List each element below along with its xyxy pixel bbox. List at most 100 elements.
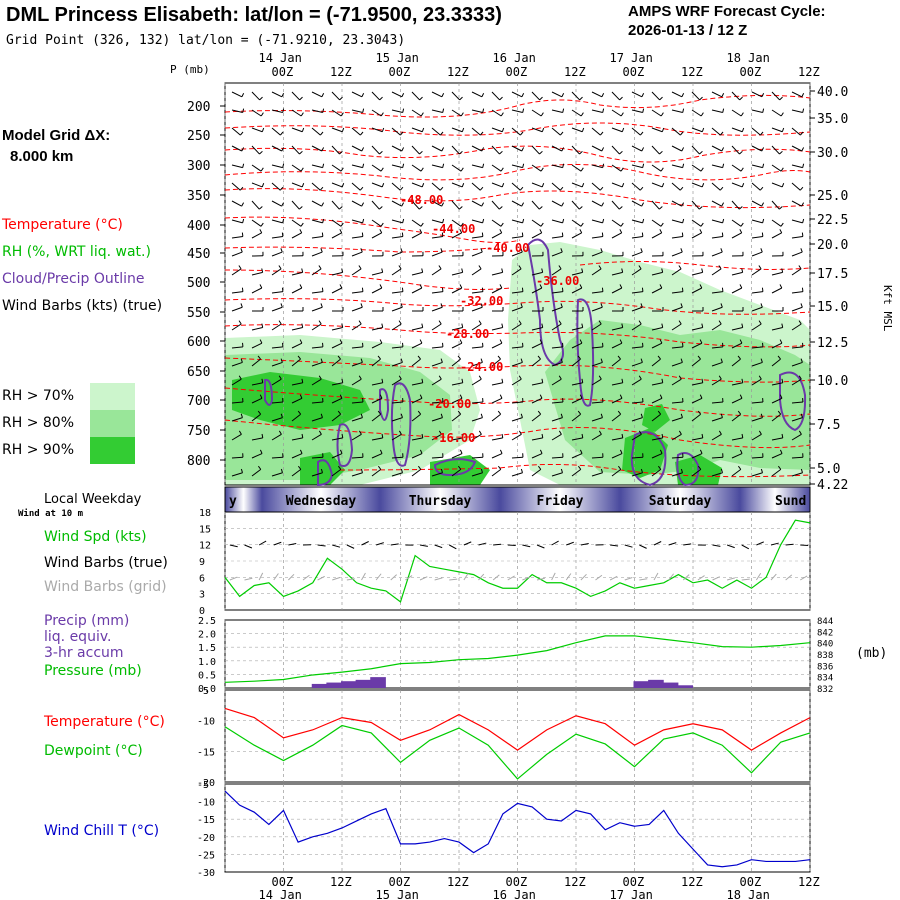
wind-barb-staff xyxy=(451,164,462,172)
wind-barb-staff xyxy=(311,268,322,276)
wind-barb-staff xyxy=(251,91,261,101)
wind-barb-staff xyxy=(571,200,580,210)
wind-barb-staff xyxy=(411,437,423,441)
wind-barb-staff xyxy=(611,327,623,331)
wind-barb-flag xyxy=(721,93,725,98)
wind-barb-flag xyxy=(539,449,543,454)
wind-barb xyxy=(651,164,664,172)
time-bottom-hour: 12Z xyxy=(330,875,352,889)
wind-barb-staff xyxy=(511,268,522,276)
wind-barb-staff xyxy=(451,182,463,188)
wind-barb xyxy=(311,287,324,294)
wind-barb xyxy=(371,251,384,257)
temp-tick-label: -10 xyxy=(197,717,215,728)
wind-barb-flag xyxy=(661,378,664,383)
wind-barb-flag xyxy=(438,430,442,435)
wind-barb-flag xyxy=(718,430,722,435)
kft-tick-label: 30.0 xyxy=(817,146,848,161)
wind-barb-staff xyxy=(291,109,302,117)
wind-barb-staff xyxy=(691,413,701,422)
wind-barb-staff xyxy=(531,109,542,117)
wind-barb-flag xyxy=(721,232,724,237)
wind-barb-flag xyxy=(680,131,684,136)
weekday-label: Sund xyxy=(775,494,806,509)
wind-barb-staff xyxy=(551,127,561,136)
wind-barb-flag xyxy=(480,303,483,308)
wind-barb-flag xyxy=(381,127,385,132)
temperature-contour xyxy=(224,94,811,118)
temperature-contour-label: -24.00 xyxy=(460,360,503,374)
wind-barb xyxy=(611,433,624,441)
wind-barb-staff xyxy=(511,251,523,257)
wind-barb-staff xyxy=(631,433,642,441)
wind-barb-staff xyxy=(691,397,703,404)
wind-barb xyxy=(751,182,764,191)
wind-barb-staff xyxy=(271,251,283,257)
wind-barb xyxy=(531,323,544,331)
wind-barb-flag xyxy=(579,206,583,210)
wind-barb-grid xyxy=(449,578,458,581)
wind-barb-flag xyxy=(741,268,744,273)
wind-barb-flag xyxy=(761,202,765,207)
temperature-contour-label: -28.00 xyxy=(446,327,489,341)
wind-barb-grid xyxy=(258,572,264,581)
wind-barb-staff xyxy=(791,433,802,441)
wind-barb xyxy=(751,265,762,276)
wind-barb-true xyxy=(332,544,341,548)
wind-barb xyxy=(271,108,285,113)
rh-region xyxy=(232,372,370,430)
wind-barb xyxy=(771,394,783,404)
time-top-hour: 12Z xyxy=(447,65,469,79)
wind-barb-flag xyxy=(660,222,664,227)
wind-barb xyxy=(571,449,583,459)
wind-barb-staff xyxy=(511,235,523,239)
wind-barb xyxy=(231,358,243,367)
wind-barb-grid xyxy=(755,572,762,581)
wind-barb-flag xyxy=(480,248,483,253)
wind-barb-flag xyxy=(478,430,482,435)
wind-barb-staff xyxy=(751,109,763,113)
wind-barb-staff xyxy=(251,453,263,459)
wind-barb-flag xyxy=(460,112,464,117)
wind-barb xyxy=(591,413,603,422)
wind-barb-staff xyxy=(591,164,603,169)
wind-barb-staff xyxy=(451,127,463,133)
wind-barb-flag xyxy=(722,218,725,223)
wind-barb-staff xyxy=(231,251,243,257)
wind-barb-flag xyxy=(322,108,325,113)
wind-barb xyxy=(771,200,783,210)
wind-barb-flag xyxy=(419,96,423,101)
wind-barb-staff xyxy=(251,358,261,367)
wind-barb-flag xyxy=(619,339,623,344)
wind-barb xyxy=(491,284,503,294)
wind-barb xyxy=(651,355,661,367)
wind-barb xyxy=(791,375,802,386)
wind-barb-staff xyxy=(671,127,681,136)
wind-barb-true xyxy=(726,544,735,549)
wind-barb-staff xyxy=(571,382,583,386)
wind-barb xyxy=(671,453,684,459)
wind-barb-flag xyxy=(459,229,463,234)
wind-barb xyxy=(251,145,263,155)
wind-barb-staff xyxy=(491,219,502,227)
wind-barb xyxy=(591,453,604,459)
wind-barb-staff xyxy=(571,287,583,294)
wind-barb xyxy=(731,164,744,172)
wind-barb-flag xyxy=(459,150,463,155)
wind-barb xyxy=(631,163,645,169)
wind-barb-flag xyxy=(561,232,564,237)
wind-barb-staff xyxy=(431,433,442,441)
wind-barb xyxy=(451,284,463,294)
wind-barb-staff xyxy=(791,109,803,113)
wind-barb xyxy=(331,219,344,227)
day-band xyxy=(620,487,740,512)
wind-barb-flag xyxy=(340,112,344,117)
wind-barb-staff xyxy=(651,453,663,459)
wind-barb xyxy=(411,323,424,331)
wind-barb xyxy=(631,127,644,136)
wind-barb-staff xyxy=(291,413,301,422)
wind-barb-staff xyxy=(611,468,622,477)
wind-barb-staff xyxy=(231,235,243,239)
wind-barb xyxy=(371,200,383,210)
wind-barb-flag xyxy=(537,465,542,470)
